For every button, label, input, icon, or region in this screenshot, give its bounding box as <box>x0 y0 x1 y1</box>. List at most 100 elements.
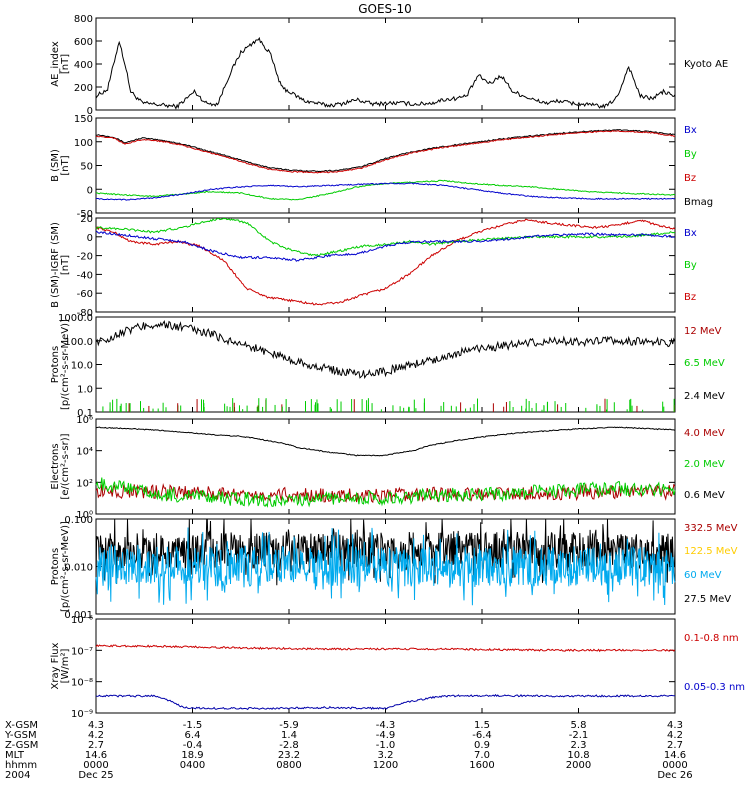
y-axis-label: [nT] <box>60 255 71 275</box>
y-tick-label: 400 <box>74 60 93 71</box>
y-tick-label: 0.001 <box>64 610 93 621</box>
y-tick-label: 200 <box>74 83 93 94</box>
y-tick-label: 800 <box>74 14 93 25</box>
x-axis-value: 5.8 <box>571 720 587 731</box>
panel-protons_low: 0.1 1.0 10.0 100.0 1000.0 Protons [p/(cm²-s-sr… <box>50 313 725 419</box>
y-tick-label: 0.010 <box>64 563 93 574</box>
series-line-2-0-mev <box>95 477 676 508</box>
legend-entry: 2.0 MeV <box>684 459 725 470</box>
x-axis-value: 4.3 <box>667 720 683 731</box>
panel-xray: 10⁻⁹ 10⁻⁸ 10⁻⁷ 10⁻⁶ Xray Flux [W/m²] 0.1-0.8 n… <box>50 615 745 720</box>
y-axis-label: [W/m²] <box>60 648 71 683</box>
y-tick-label: 0.1 <box>77 408 93 419</box>
x-axis-value: 1600 <box>469 760 494 771</box>
x-axis-value: -4.9 <box>376 730 396 741</box>
x-axis-value: 0000 <box>662 760 687 771</box>
y-tick-label: 10⁰ <box>76 510 93 521</box>
x-axis-value: 0000 <box>83 760 108 771</box>
y-axis-label: [nT] <box>60 54 71 74</box>
legend-entry: 27.5 MeV <box>684 594 731 605</box>
x-axis-row-label: hhmm <box>5 760 37 771</box>
series-line-bx <box>95 230 676 262</box>
x-axis-value: 0.9 <box>474 740 490 751</box>
panel-electrons: 10⁰ 10² 10⁴ 10⁶ Electrons [e/(cm²-s-sr)] 4.0 M… <box>50 415 725 521</box>
legend-entry: 0.6 MeV <box>684 490 725 501</box>
y-axis-label: Electrons <box>50 443 61 489</box>
y-tick-label: -40 <box>77 270 93 281</box>
panel-protons_high: 0.001 0.010 0.100 Protons [p/(cm²-s-sr-MeV)]… <box>50 515 738 621</box>
x-axis-value: 3.2 <box>378 750 394 761</box>
legend-entry: Bx <box>684 125 697 136</box>
x-axis-value: 2.7 <box>667 740 683 751</box>
y-axis-label: B (SM)-IGRF (SM) <box>50 222 61 308</box>
y-axis-label: [e/(cm²-s-sr)] <box>60 433 71 499</box>
y-tick-label: 10⁻⁸ <box>71 678 93 689</box>
panel-ae: 0 200 400 600 800 AE_index [nT] Kyoto AE <box>50 14 728 117</box>
x-axis-value: -1.5 <box>183 720 203 731</box>
x-axis-value: 14.6 <box>664 750 686 761</box>
legend-entry: 332.5 MeV <box>684 523 738 534</box>
y-tick-label: 10⁻⁷ <box>71 646 93 657</box>
y-tick-label: 150 <box>74 114 93 125</box>
legend-entry: 60 MeV <box>684 570 722 581</box>
x-axis-value: -1.0 <box>376 740 396 751</box>
y-tick-label: 0.100 <box>64 515 93 526</box>
x-axis-value: Dec 25 <box>78 770 113 781</box>
y-axis-label: Protons <box>50 346 61 383</box>
x-axis-value: 23.2 <box>278 750 300 761</box>
y-tick-label: -50 <box>77 209 93 220</box>
y-tick-label: -80 <box>77 308 93 319</box>
y-tick-label: 10² <box>76 478 93 489</box>
y-tick-label: 1.0 <box>77 384 93 395</box>
x-axis-value: -6.4 <box>472 730 492 741</box>
x-axis-value: -4.3 <box>376 720 396 731</box>
panel-frame <box>95 17 676 111</box>
y-tick-label: 50 <box>80 162 93 173</box>
series-line-kyoto-ae <box>95 36 676 110</box>
y-tick-label: 20 <box>80 214 93 225</box>
y-tick-label: 100.0 <box>64 337 93 348</box>
x-axis-value: 1.5 <box>474 720 490 731</box>
series-line-0-05-0-3-nm <box>95 693 675 711</box>
x-axis-value: 0800 <box>276 760 301 771</box>
series-line-12-mev <box>95 319 676 380</box>
y-tick-label: -20 <box>77 252 93 263</box>
x-axis-value: -5.9 <box>279 720 299 731</box>
y-tick-label: 0 <box>87 233 93 244</box>
x-axis-value: 4.2 <box>667 730 683 741</box>
x-axis-row-label: Z-GSM <box>5 740 38 751</box>
legend-entry: By <box>684 260 697 271</box>
x-axis-row-label: 2004 <box>5 770 30 781</box>
legend-entry: Bz <box>684 292 696 303</box>
x-axis-value: 7.0 <box>474 750 490 761</box>
y-axis-label: B (SM) <box>50 149 61 182</box>
legend-entry: 122.5 MeV <box>684 546 738 557</box>
legend-entry: 0.1-0.8 nm <box>684 633 739 644</box>
y-tick-label: 10⁻⁹ <box>71 709 93 720</box>
legend-entry: 4.0 MeV <box>684 428 725 439</box>
y-tick-label: 0 <box>87 106 93 117</box>
x-axis-value: -0.4 <box>183 740 203 751</box>
y-axis-label: [p/(cm²-s-sr-MeV)] <box>60 521 71 612</box>
x-axis-value: 4.3 <box>88 720 104 731</box>
series-line-60-mev <box>95 527 676 606</box>
series-line-0-6-mev <box>95 426 676 457</box>
panel-frame <box>95 618 676 714</box>
panel-frame <box>95 316 676 413</box>
series-line-bz <box>95 130 676 174</box>
x-axis-row-label: Y-GSM <box>4 730 37 741</box>
series-line-bx <box>95 182 676 201</box>
y-tick-label: 10⁶ <box>76 415 93 426</box>
y-tick-label: 10⁴ <box>76 447 93 458</box>
y-tick-label: -60 <box>77 289 93 300</box>
x-axis-value: 14.6 <box>85 750 107 761</box>
legend-entry: Bmag <box>684 197 713 208</box>
x-axis-value: -2.1 <box>569 730 589 741</box>
x-axis-row-label: MLT <box>5 750 25 761</box>
x-axis-value: Dec 26 <box>657 770 692 781</box>
legend-entry: By <box>684 149 697 160</box>
x-axis-value: 2000 <box>566 760 591 771</box>
series-line-by <box>95 217 676 257</box>
legend-entry: Bz <box>684 173 696 184</box>
